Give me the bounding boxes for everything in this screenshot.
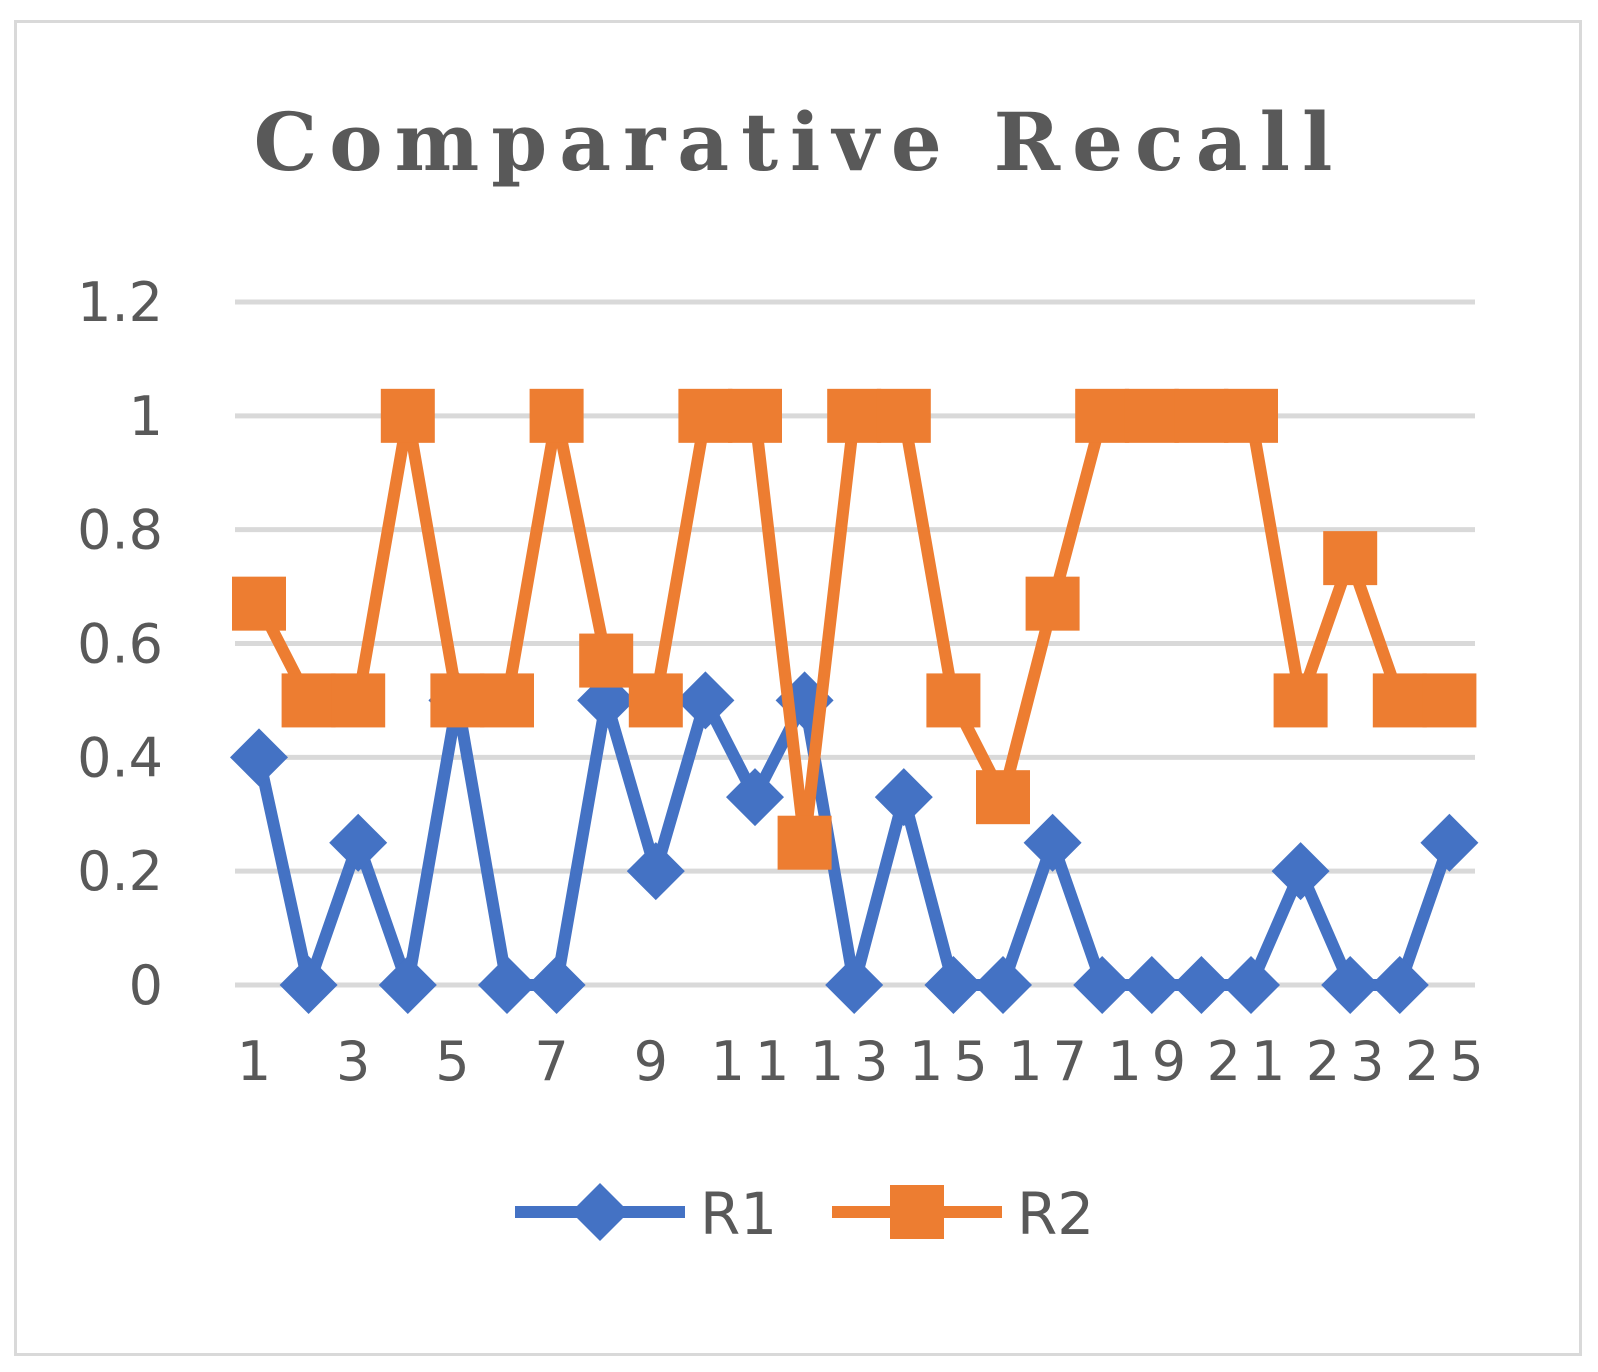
legend-label: R2	[1017, 1180, 1094, 1248]
data-point-r2	[1075, 388, 1130, 443]
data-point-r2	[1124, 388, 1179, 443]
data-point-r1	[924, 956, 983, 1014]
x-tick-label: 5	[435, 1030, 479, 1093]
y-tick-label: 0.8	[77, 499, 163, 562]
data-point-r1	[1271, 842, 1330, 901]
x-tick-label: 19	[1107, 1030, 1196, 1093]
data-point-r1	[329, 813, 388, 872]
data-point-r1	[527, 956, 586, 1014]
data-point-r2	[1422, 673, 1477, 728]
data-point-r1	[230, 728, 288, 787]
x-tick-label: 9	[634, 1030, 678, 1093]
data-point-r1	[378, 956, 437, 1014]
data-point-r2	[1323, 531, 1378, 586]
data-point-r2	[1224, 388, 1278, 443]
data-point-r2	[331, 673, 386, 728]
data-point-r1	[676, 671, 735, 730]
x-tick-label: 3	[336, 1030, 380, 1093]
data-point-r2	[579, 633, 634, 688]
series-layer	[230, 388, 1479, 1014]
y-tick-label: 0.4	[77, 726, 163, 789]
data-point-r1	[1122, 956, 1181, 1014]
data-point-r2	[380, 388, 435, 443]
series-line-r1	[253, 694, 1456, 991]
data-point-r1	[1073, 956, 1132, 1014]
data-point-r1	[726, 768, 784, 827]
x-tick-label: 11	[711, 1030, 800, 1093]
data-point-r1	[478, 956, 536, 1014]
x-tick-label: 7	[534, 1030, 578, 1093]
series-r2	[232, 388, 1477, 870]
data-point-r1	[874, 768, 933, 827]
chart-title: Comparative Recall	[254, 95, 1345, 189]
y-axis-ticks: 0 0.2 0.4 0.6 0.8 1 1.2	[77, 271, 163, 1017]
data-point-r1	[825, 956, 884, 1014]
x-tick-label: 23	[1306, 1030, 1395, 1093]
legend-label: R1	[700, 1180, 777, 1248]
data-point-r2	[1273, 673, 1328, 728]
data-point-r1	[974, 956, 1032, 1014]
data-point-r2	[232, 576, 286, 631]
data-point-r2	[678, 388, 733, 443]
data-point-r1	[1321, 956, 1380, 1014]
y-tick-label: 0.6	[77, 613, 163, 676]
data-point-r1	[1222, 956, 1280, 1014]
x-tick-label: 13	[810, 1030, 899, 1093]
series-line-r2	[253, 409, 1450, 849]
data-point-r2	[480, 673, 534, 728]
data-point-r2	[1025, 576, 1080, 631]
data-point-r2	[728, 388, 782, 443]
data-point-r2	[1174, 388, 1229, 443]
data-point-r1	[626, 842, 685, 901]
data-point-r2	[777, 815, 832, 870]
data-point-r1	[1023, 813, 1082, 872]
data-point-r2	[827, 388, 882, 443]
data-point-r1	[1172, 956, 1231, 1014]
legend-item-r2: R2	[832, 1180, 1094, 1248]
y-tick-label: 0	[129, 954, 163, 1017]
legend: R1 R2	[515, 1180, 1094, 1248]
data-point-r1	[279, 956, 338, 1014]
data-point-r2	[976, 770, 1030, 825]
legend-item-r1: R1	[515, 1180, 777, 1248]
data-point-r1	[1370, 956, 1429, 1014]
x-tick-label: 1	[237, 1030, 281, 1093]
x-tick-label: 21	[1207, 1030, 1296, 1093]
x-tick-label: 17	[1008, 1030, 1097, 1093]
x-axis-ticks: 1 3 5 7 9 11 13 15 17 19 21 23 25	[237, 1030, 1494, 1093]
data-point-r2	[876, 388, 931, 443]
x-tick-label: 25	[1405, 1030, 1494, 1093]
data-point-r2	[281, 673, 336, 728]
y-tick-label: 0.2	[77, 840, 163, 903]
legend-marker	[890, 1185, 944, 1239]
data-point-r2	[1372, 673, 1427, 728]
data-point-r2	[430, 673, 485, 728]
data-point-r1	[1420, 813, 1479, 872]
legend-marker	[571, 1183, 629, 1241]
y-tick-label: 1.2	[77, 271, 163, 334]
data-point-r2	[529, 388, 584, 443]
data-point-r2	[628, 673, 683, 728]
x-tick-label: 15	[909, 1030, 998, 1093]
data-point-r2	[926, 673, 981, 728]
y-tick-label: 1	[129, 385, 163, 448]
